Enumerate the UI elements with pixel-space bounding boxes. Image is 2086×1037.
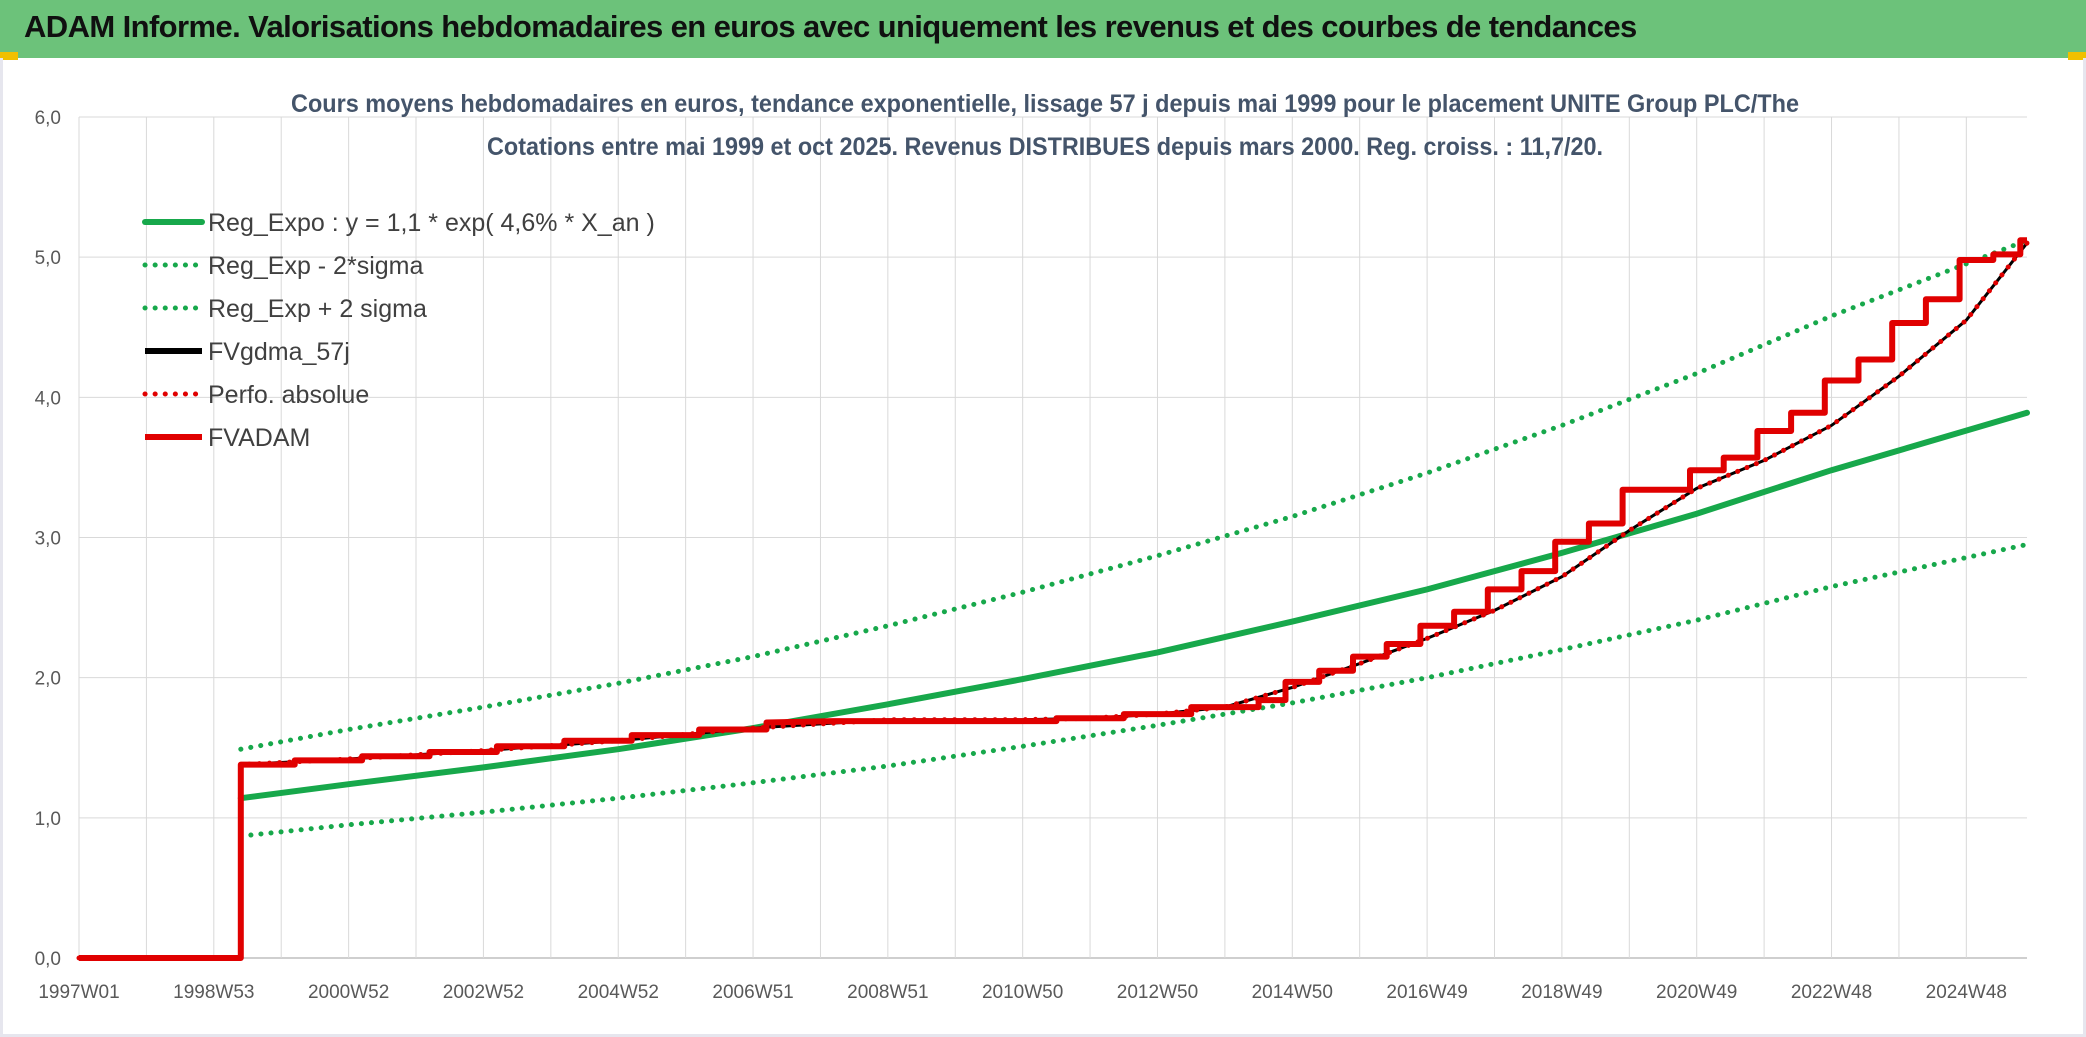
corner-marker-right xyxy=(2068,52,2086,60)
legend-label: FVgdma_57j xyxy=(208,338,350,366)
series-line-1 xyxy=(238,542,2030,839)
legend-label: Reg_Exp + 2 sigma xyxy=(208,295,427,323)
series-line-3 xyxy=(79,242,2029,960)
chart-frame xyxy=(0,58,2086,1037)
legend-label: FVADAM xyxy=(208,424,310,452)
legend-label: Reg_Expo : y = 1,1 * exp( 4,6% * X_an ) xyxy=(208,209,655,237)
x-tick-label: 2004W52 xyxy=(578,982,659,1003)
y-tick-label: 1,0 xyxy=(35,809,61,830)
series-lines xyxy=(76,237,2030,961)
y-tick-label: 2,0 xyxy=(35,669,61,690)
x-tick-label: 2010W50 xyxy=(982,982,1063,1003)
chart-title: Cours moyens hebdomadaires en euros, ten… xyxy=(291,90,1799,118)
grid-lines xyxy=(78,116,2027,959)
x-tick-label: 2000W52 xyxy=(308,982,389,1003)
y-axis-ticks: 0,0 1,0 2,0 3,0 4,0 5,0 6,0 xyxy=(35,108,61,970)
title-banner: ADAM Informe. Valorisations hebdomadaire… xyxy=(0,0,2086,58)
series-line-2 xyxy=(238,237,2030,752)
x-tick-label: 2002W52 xyxy=(443,982,524,1003)
legend-label: Reg_Exp - 2*sigma xyxy=(208,252,423,280)
x-tick-label: 1998W53 xyxy=(173,982,254,1003)
series-line-0 xyxy=(237,409,2030,802)
legend: Reg_Expo : y = 1,1 * exp( 4,6% * X_an ) R… xyxy=(142,209,655,452)
series-line-4 xyxy=(76,240,2030,961)
banner-title: ADAM Informe. Valorisations hebdomadaire… xyxy=(24,9,1637,44)
x-tick-label: 2022W48 xyxy=(1791,982,1872,1003)
x-tick-label: 2016W49 xyxy=(1386,982,1467,1003)
y-tick-label: 5,0 xyxy=(35,248,61,269)
corner-marker-left xyxy=(0,52,18,60)
y-tick-label: 6,0 xyxy=(35,108,61,129)
x-tick-label: 2024W48 xyxy=(1926,982,2007,1003)
x-axis-ticks: 1997W01 1998W53 2000W52 2002W52 2004W52 2006W… xyxy=(38,982,2007,1003)
legend-label: Perfo. absolue xyxy=(208,381,369,409)
x-tick-label: 2012W50 xyxy=(1117,982,1198,1003)
x-tick-label: 2018W49 xyxy=(1521,982,1602,1003)
x-tick-label: 2008W51 xyxy=(847,982,928,1003)
y-tick-label: 3,0 xyxy=(35,529,61,550)
x-tick-label: 2020W49 xyxy=(1656,982,1737,1003)
y-tick-label: 0,0 xyxy=(35,949,61,970)
x-tick-label: 2014W50 xyxy=(1252,982,1333,1003)
y-tick-label: 4,0 xyxy=(35,388,61,409)
series-line-5 xyxy=(79,237,2027,961)
chart-subtitle: Cotations entre mai 1999 et oct 2025. Re… xyxy=(487,133,1603,161)
x-tick-label: 1997W01 xyxy=(38,982,119,1003)
x-tick-label: 2006W51 xyxy=(712,982,793,1003)
